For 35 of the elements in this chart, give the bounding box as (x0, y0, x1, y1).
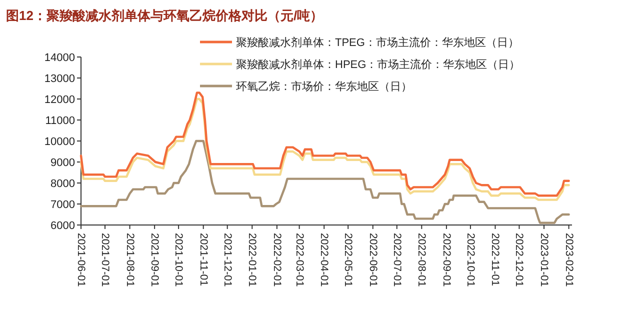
chart-title: 图12：聚羧酸减水剂单体与环氧乙烷价格对比（元/吨） (6, 8, 324, 23)
x-tick-label: 2023-01-01 (538, 233, 550, 287)
x-tick-label: 2022-08-01 (416, 233, 428, 287)
legend-label: 环氧乙烷：市场价：华东地区（日） (236, 80, 412, 93)
x-tick-label: 2021-09-01 (148, 233, 161, 287)
x-tick-label: 2021-12-01 (221, 233, 234, 287)
y-tick-label: 6000 (50, 220, 75, 232)
x-tick-label: 2023-02-01 (562, 233, 575, 287)
x-tick-label: 2022-12-01 (513, 233, 526, 287)
x-tick-label: 2021-11-01 (197, 233, 210, 286)
y-tick-label: 10000 (44, 136, 75, 148)
y-tick-label: 11000 (45, 115, 75, 127)
x-tick-label: 2022-11-01 (489, 233, 502, 286)
x-tick-label: 2022-04-01 (318, 233, 330, 287)
x-tick-label: 2022-01-01 (246, 233, 258, 287)
x-tick-label: 2021-08-01 (124, 233, 136, 287)
y-tick-label: 8000 (50, 178, 75, 190)
x-tick-label: 2022-06-01 (366, 233, 379, 287)
x-tick-label: 2021-07-01 (98, 233, 111, 287)
x-tick-label: 2022-07-01 (390, 233, 403, 287)
legend-label: 聚羧酸减水剂单体：TPEG：市场主流价：华东地区（日） (236, 36, 519, 49)
y-tick-label: 14000 (44, 52, 75, 64)
y-tick-label: 9000 (50, 157, 75, 169)
legend-label: 聚羧酸减水剂单体：HPEG：市场主流价：华东地区（日） (236, 58, 520, 71)
x-tick-label: 2021-10-01 (172, 233, 185, 287)
y-tick-label: 7000 (50, 199, 75, 211)
line-series (80, 140, 570, 224)
x-tick-label: 2022-03-01 (293, 233, 306, 287)
y-tick-label: 13000 (44, 73, 75, 85)
x-tick-label: 2022-09-01 (440, 233, 452, 287)
x-tick-label: 2022-02-01 (270, 233, 283, 287)
y-tick-label: 12000 (44, 94, 75, 106)
x-tick-label: 2022-10-01 (464, 233, 476, 287)
x-tick-label: 2022-05-01 (342, 233, 354, 287)
x-tick-label: 2021-06-01 (75, 233, 87, 287)
